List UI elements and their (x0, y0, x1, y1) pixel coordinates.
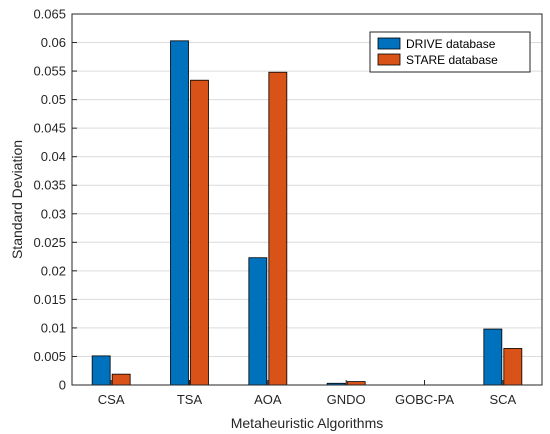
x-tick-label: GNDO (327, 392, 366, 407)
bar-tsa-series-2 (190, 79, 209, 386)
y-tick-label: 0.06 (41, 35, 66, 50)
y-tick-label: 0.005 (33, 349, 66, 364)
y-axis-title: Standard Deviation (9, 140, 25, 259)
y-tick-label: 0.04 (41, 149, 66, 164)
y-tick-label: 0 (59, 378, 66, 393)
y-tick-label: 0.025 (33, 235, 66, 250)
bar-csa-series-1 (91, 355, 111, 386)
grid-lines (72, 42, 542, 357)
x-tick-label: GOBC-PA (395, 392, 454, 407)
x-tick-label: AOA (254, 392, 282, 407)
x-tick-label: SCA (489, 392, 516, 407)
y-tick-label: 0.055 (33, 64, 66, 79)
y-axis: 0 0.005 0.01 0.015 0.02 0.025 0.03 0.035 0.04 0.0… (33, 7, 77, 393)
y-tick-label: 0.035 (33, 178, 66, 193)
x-tick-label: TSA (177, 392, 203, 407)
x-axis-title: Metaheuristic Algorithms (231, 415, 384, 431)
legend-label: STARE database (406, 53, 498, 67)
bar-aoa-series-1 (248, 257, 268, 386)
y-tick-label: 0.01 (41, 320, 66, 335)
x-axis: CSA TSA AOA GNDO GOBC-PA SCA (98, 380, 517, 407)
y-tick-label: 0.02 (41, 263, 66, 278)
y-tick-label: 0.05 (41, 92, 66, 107)
x-tick-label: CSA (98, 392, 125, 407)
legend-swatch (377, 37, 401, 50)
y-tick-label: 0.045 (33, 121, 66, 136)
legend: DRIVE database STARE database (369, 31, 531, 73)
bar-tsa-series-1 (170, 40, 189, 386)
bar-sca-series-1 (483, 328, 503, 386)
bar-csa-series-2 (111, 373, 131, 386)
y-tick-label: 0.015 (33, 292, 66, 307)
bar-gndo-series-2 (346, 381, 366, 386)
bars (91, 40, 523, 386)
legend-swatch (377, 53, 401, 66)
bar-sca-series-2 (503, 348, 523, 386)
plot-frame (71, 13, 543, 386)
legend-label: DRIVE database (406, 37, 496, 51)
bar-aoa-series-2 (268, 71, 288, 386)
y-tick-label: 0.03 (41, 206, 66, 221)
y-tick-label: 0.065 (33, 7, 66, 22)
